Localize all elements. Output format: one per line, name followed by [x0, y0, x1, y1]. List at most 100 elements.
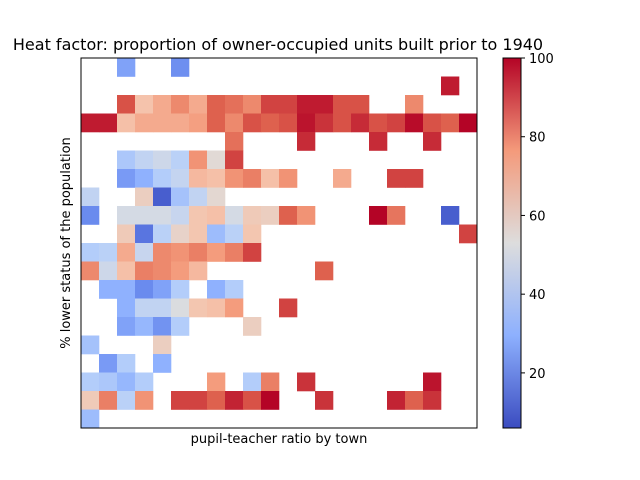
heatmap-cell [135, 372, 154, 392]
heatmap-cell [243, 113, 262, 133]
heatmap-cell [243, 243, 262, 262]
heatmap-cell [189, 391, 208, 410]
heatmap-cell [423, 391, 442, 410]
heatmap-cell [243, 224, 262, 244]
heatmap-cell [135, 298, 154, 318]
heatmap-cell [297, 206, 316, 225]
heatmap-cell [225, 280, 244, 299]
heatmap-cell [81, 335, 100, 355]
heatmap-cell [207, 298, 226, 318]
heatmap-cell [117, 169, 136, 188]
heatmap-cell [279, 206, 298, 225]
heatmap-cell [117, 206, 136, 225]
heatmap-cell [81, 243, 100, 262]
heatmap-cell [207, 224, 226, 244]
heatmap-cell [153, 243, 172, 262]
heatmap-cell [153, 169, 172, 188]
y-axis-label: % lower status of the population [59, 137, 74, 349]
heatmap-cell [225, 150, 244, 170]
heatmap-cell [387, 169, 406, 188]
heatmap-cell [117, 317, 136, 336]
heatmap-cell [261, 206, 280, 225]
heatmap-cell [171, 187, 190, 207]
heatmap-cell [189, 150, 208, 170]
heatmap-cell [117, 354, 136, 373]
heatmap-cell [153, 113, 172, 133]
heatmap-cell [81, 409, 100, 429]
heatmap-cell [153, 95, 172, 114]
heatmap-cell [315, 95, 334, 114]
heatmap-cell [405, 169, 424, 188]
heatmap-cell [135, 280, 154, 299]
heatmap-cell [351, 95, 370, 114]
heatmap-cell [369, 132, 388, 151]
heatmap-cell [171, 224, 190, 244]
heatmap-cell [153, 224, 172, 244]
heatmap-cell [387, 391, 406, 410]
heatmap-cell [171, 298, 190, 318]
heatmap-cell [423, 113, 442, 133]
heatmap-cell [207, 280, 226, 299]
heatmap-cell [243, 206, 262, 225]
heatmap-cell [99, 391, 118, 410]
heatmap-cell [243, 372, 262, 392]
heatmap-cell [99, 280, 118, 299]
heatmap-cell [189, 113, 208, 133]
heatmap-cell [99, 354, 118, 373]
heatmap-cell [81, 261, 100, 281]
heatmap-cell [117, 224, 136, 244]
heatmap-cell [207, 187, 226, 207]
heatmap-cell [225, 298, 244, 318]
heatmap-cell [117, 261, 136, 281]
heatmap-cell [189, 169, 208, 188]
heatmap-cell [225, 169, 244, 188]
heatmap-cell [297, 372, 316, 392]
heatmap-cell [81, 113, 100, 133]
heatmap-cell [315, 391, 334, 410]
heatmap-cell [117, 391, 136, 410]
heatmap-cell [459, 113, 478, 133]
heatmap-cell [135, 224, 154, 244]
heatmap-cell [135, 187, 154, 207]
heatmap-cell [189, 187, 208, 207]
heatmap-cell [117, 58, 136, 77]
heatmap-cell [99, 243, 118, 262]
heatmap-cell [423, 132, 442, 151]
heatmap-cell [441, 206, 460, 225]
heatmap-cell [207, 113, 226, 133]
heatmap-cell [189, 206, 208, 225]
heatmap-cell [171, 206, 190, 225]
heatmap-cell [207, 95, 226, 114]
heatmap-cell [81, 187, 100, 207]
heatmap-cell [171, 169, 190, 188]
chart-title: Heat factor: proportion of owner-occupie… [13, 35, 543, 54]
colorbar-tick-label: 100 [529, 52, 554, 67]
heatmap-cell [153, 298, 172, 318]
heatmap-cell [135, 391, 154, 410]
heatmap-cell [423, 372, 442, 392]
heatmap-cell [207, 150, 226, 170]
heatmap-cell [333, 113, 352, 133]
heatmap-cell [315, 261, 334, 281]
heatmap-cell [207, 391, 226, 410]
heatmap-cell [117, 95, 136, 114]
heatmap-cell [171, 317, 190, 336]
heatmap-cell [81, 372, 100, 392]
heatmap-cell [207, 243, 226, 262]
heatmap-cell [279, 169, 298, 188]
heatmap-cell [189, 261, 208, 281]
heatmap-cell [153, 187, 172, 207]
heatmap-cell [225, 206, 244, 225]
heatmap-cell [117, 298, 136, 318]
colorbar-tick-label: 80 [529, 131, 546, 146]
colorbar-tick-label: 20 [529, 367, 546, 382]
heatmap-cell [117, 243, 136, 262]
heatmap-cell [81, 206, 100, 225]
heatmap-cell [405, 113, 424, 133]
plot-frame [80, 57, 478, 429]
heatmap-cell [225, 391, 244, 410]
heatmap-cell [243, 169, 262, 188]
heatmap-cell [189, 298, 208, 318]
heatmap-cell [261, 95, 280, 114]
